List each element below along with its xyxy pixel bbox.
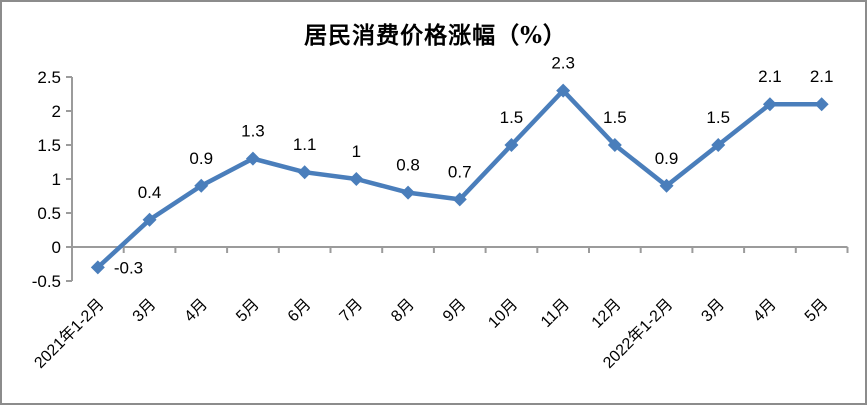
x-axis-category-label: 7月 bbox=[337, 296, 367, 326]
data-point-label: 1.3 bbox=[241, 122, 265, 141]
data-point-marker bbox=[349, 172, 364, 186]
data-point-label: 2.3 bbox=[551, 54, 575, 73]
data-point-marker bbox=[814, 97, 829, 112]
x-axis-category-label: 9月 bbox=[440, 296, 470, 326]
x-axis-category-label: 8月 bbox=[388, 296, 418, 326]
x-axis-category-label: 12月 bbox=[589, 296, 625, 332]
x-axis-category-label: 5月 bbox=[802, 296, 832, 326]
y-axis-tick-label: 0.5 bbox=[37, 204, 61, 223]
data-point-label: 0.8 bbox=[396, 156, 420, 175]
data-point-marker bbox=[659, 178, 674, 193]
data-point-label: 1.5 bbox=[500, 108, 524, 127]
x-axis-category-label: 5月 bbox=[233, 296, 263, 326]
x-axis-category-label: 2021年1-2月 bbox=[31, 295, 108, 372]
y-axis-tick-label: -0.5 bbox=[32, 272, 61, 291]
data-point-label: 0.9 bbox=[655, 149, 679, 168]
data-point-marker bbox=[607, 138, 622, 152]
x-axis-category-label: 3月 bbox=[130, 296, 160, 326]
data-point-marker bbox=[401, 185, 416, 200]
x-axis-category-label: 6月 bbox=[285, 296, 315, 326]
data-point-marker bbox=[90, 260, 105, 275]
data-point-label: 2.1 bbox=[758, 67, 782, 86]
y-axis-tick-label: 2.5 bbox=[37, 68, 61, 87]
x-axis-category-label: 4月 bbox=[181, 296, 211, 326]
data-point-marker bbox=[504, 138, 519, 152]
data-point-marker bbox=[711, 138, 726, 152]
data-point-marker bbox=[762, 97, 777, 112]
x-axis-category-label: 3月 bbox=[698, 296, 728, 326]
x-axis-category-label: 11月 bbox=[538, 296, 573, 331]
data-point-label: 0.4 bbox=[138, 183, 162, 202]
data-point-label: 1 bbox=[352, 142, 361, 161]
chart-title: 居民消费价格涨幅（%） bbox=[304, 22, 567, 49]
data-point-marker bbox=[297, 165, 312, 180]
data-point-marker bbox=[452, 192, 467, 207]
x-axis-category-label: 10月 bbox=[485, 296, 521, 332]
data-point-label: 1.5 bbox=[603, 108, 627, 127]
data-point-marker bbox=[194, 178, 209, 193]
data-point-label: 0.9 bbox=[189, 149, 213, 168]
data-point-label: 1.1 bbox=[293, 135, 317, 154]
data-point-label: 1.5 bbox=[706, 108, 730, 127]
x-axis-category-label: 4月 bbox=[750, 296, 780, 326]
data-point-label: 0.7 bbox=[448, 162, 472, 181]
data-point-marker bbox=[142, 212, 157, 227]
y-axis-tick-label: 1.5 bbox=[37, 136, 61, 155]
y-axis-tick-label: 1 bbox=[52, 170, 61, 189]
y-axis-tick-label: 0 bbox=[52, 238, 61, 257]
data-point-marker bbox=[556, 83, 571, 98]
data-point-label: 2.1 bbox=[810, 67, 834, 86]
data-point-marker bbox=[245, 151, 260, 166]
data-point-label: -0.3 bbox=[114, 258, 143, 277]
y-axis-tick-label: 2 bbox=[52, 102, 61, 121]
